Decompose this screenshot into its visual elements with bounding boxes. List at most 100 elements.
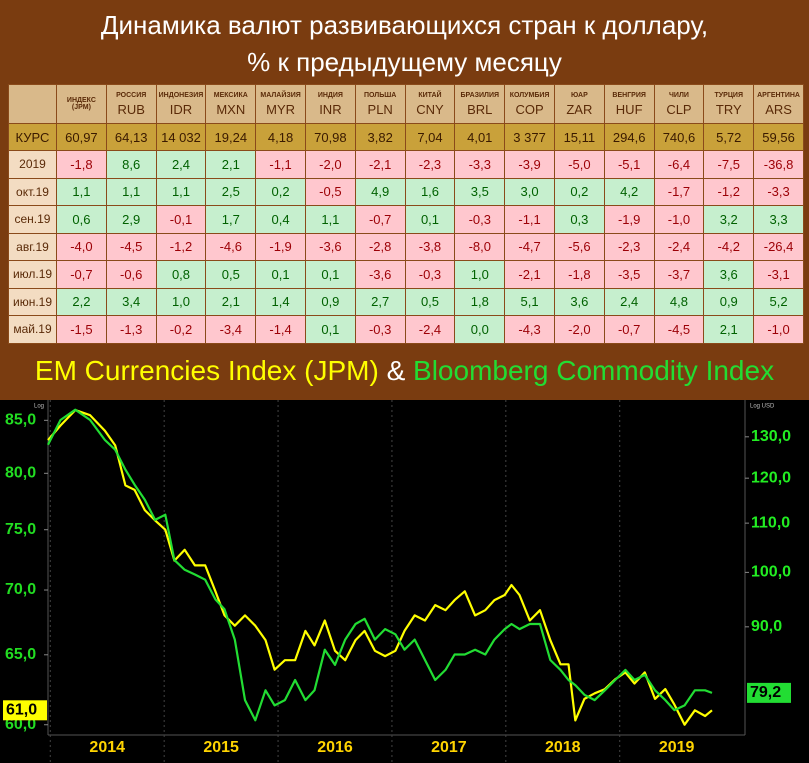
row-label: июн.19 [8,287,57,316]
table-cell: 59,56 [753,123,804,151]
table-cell: -5,0 [553,150,605,179]
y-tick-label: 65,0 [5,646,36,663]
table-row: май.19 -1,5 -1,3 -0,2 -3,4 -1,4 0,1 -0,3 -2,4 0,0… [8,315,804,344]
header-cell [8,84,57,124]
header-code: MXN [216,101,246,117]
table-cell: 5,1 [504,287,555,316]
header-code: HUF [615,101,643,117]
table-cell: 0,1 [304,260,356,289]
y2-tick-label: 90,0 [751,618,782,635]
table-row: 2019 -1,8 8,6 2,4 2,1 -1,1 -2,0 -2,1 -2,3 -3,3 -3,… [8,150,804,179]
x-tick-label: 2016 [317,739,353,756]
header-country: ЮАР [570,91,588,99]
table-cell: -4,2 [703,232,755,261]
x-tick-label: 2019 [659,739,695,756]
header-cell: РОССИЯ RUB [105,84,157,124]
table-cell: -0,7 [56,260,107,289]
table-cell: 0,1 [404,205,456,234]
table-cell: -4,5 [653,315,705,344]
table-cell: 2,1 [205,287,257,316]
table-cell: 3,0 [504,177,555,206]
header-country: МЕКСИКА [213,91,248,99]
header-country: ТУРЦИЯ [714,91,743,99]
table-cell: 2,4 [603,287,655,316]
chart-background [0,400,809,763]
table-row: июл.19 -0,7 -0,6 0,8 0,5 0,1 0,1 -3,6 -0,3 1,0 -2,… [8,260,804,289]
table-cell: -5,6 [553,232,605,261]
table-cell: -1,3 [105,315,157,344]
table-row: сен.19 0,6 2,9 -0,1 1,7 0,4 1,1 -0,7 0,1 -0,3 -1,1… [8,205,804,234]
header-cell: ЧИЛИ CLP [653,84,705,124]
table-cell: -3,3 [753,177,804,206]
table-cell: 14 032 [155,123,207,151]
table-cell: -0,3 [404,260,456,289]
table-cell: -0,3 [454,205,506,234]
table-cell: -1,7 [653,177,705,206]
table-cell: -3,8 [404,232,456,261]
row-label: 2019 [8,150,57,179]
table-cell: 2,2 [56,287,107,316]
last-value-box [3,700,47,721]
header-country: РОССИЯ [116,91,147,99]
table-cell: -4,7 [504,232,555,261]
legend-entry: EM Currencies Index (JPM) [34,355,379,386]
table-cell: 2,1 [703,315,755,344]
header-country: БРАЗИЛИЯ [460,91,500,99]
table-cell: -1,2 [703,177,755,206]
table-cell: -5,1 [603,150,655,179]
table-cell: 3,5 [454,177,506,206]
x-tick-label: 2017 [431,739,467,756]
table-cell: 0,9 [304,287,356,316]
table-cell: -1,0 [653,205,705,234]
header-code: (JPM) [71,104,91,111]
table-cell: -2,4 [404,315,456,344]
table-cell: 0,2 [553,177,605,206]
table-cell: 7,04 [404,123,456,151]
table-cell: 0,1 [255,260,306,289]
header-cell: ПОЛЬША PLN [354,84,406,124]
header-code: COP [515,101,544,117]
table-cell: -4,6 [205,232,257,261]
table-cell: -0,7 [354,205,406,234]
table-cell: 3,4 [105,287,157,316]
x-tick-label: 2014 [89,739,125,756]
table-cell: 70,98 [304,123,356,151]
table-cell: 5,72 [703,123,755,151]
table-cell: -0,7 [603,315,655,344]
header-code: ARS [765,101,792,117]
table-cell: -2,0 [304,150,356,179]
table-cell: 4,01 [454,123,506,151]
table-cell: -36,8 [753,150,804,179]
table-cell: 3,6 [703,260,755,289]
table-cell: -2,8 [354,232,406,261]
table-cell: -4,5 [105,232,157,261]
table-cell: 3,6 [553,287,605,316]
row-label: май.19 [8,315,57,344]
y2-axis-label: Log USD [750,404,775,410]
table-cell: 0,8 [155,260,207,289]
header-country: ИНДОНЕЗИЯ [158,91,204,99]
table-cell: 1,0 [155,287,207,316]
header-country: ИНДИЯ [317,91,343,99]
last-value-box [747,682,791,703]
table-cell: -3,7 [653,260,705,289]
y2-tick-label: 120,0 [751,469,791,486]
table-cell: 0,3 [553,205,605,234]
table-cell: 2,1 [205,150,257,179]
table-cell: -3,4 [205,315,257,344]
table-cell: 2,5 [205,177,257,206]
x-tick-label: 2015 [203,739,239,756]
y-tick-label: 85,0 [5,412,36,429]
table-cell: 294,6 [603,123,655,151]
header-cell: ИНДИЯ INR [304,84,356,124]
table-cell: -3,1 [753,260,804,289]
title-line: Динамика валют развивающихся стран к дол… [100,10,709,40]
header-country: КИТАЙ [418,91,442,99]
table-cell: 1,6 [404,177,456,206]
table-cell: -8,0 [454,232,506,261]
table-cell: 2,9 [105,205,157,234]
table-cell: -4,3 [504,315,555,344]
table-cell: 8,6 [105,150,157,179]
row-label: авг.19 [8,232,57,261]
